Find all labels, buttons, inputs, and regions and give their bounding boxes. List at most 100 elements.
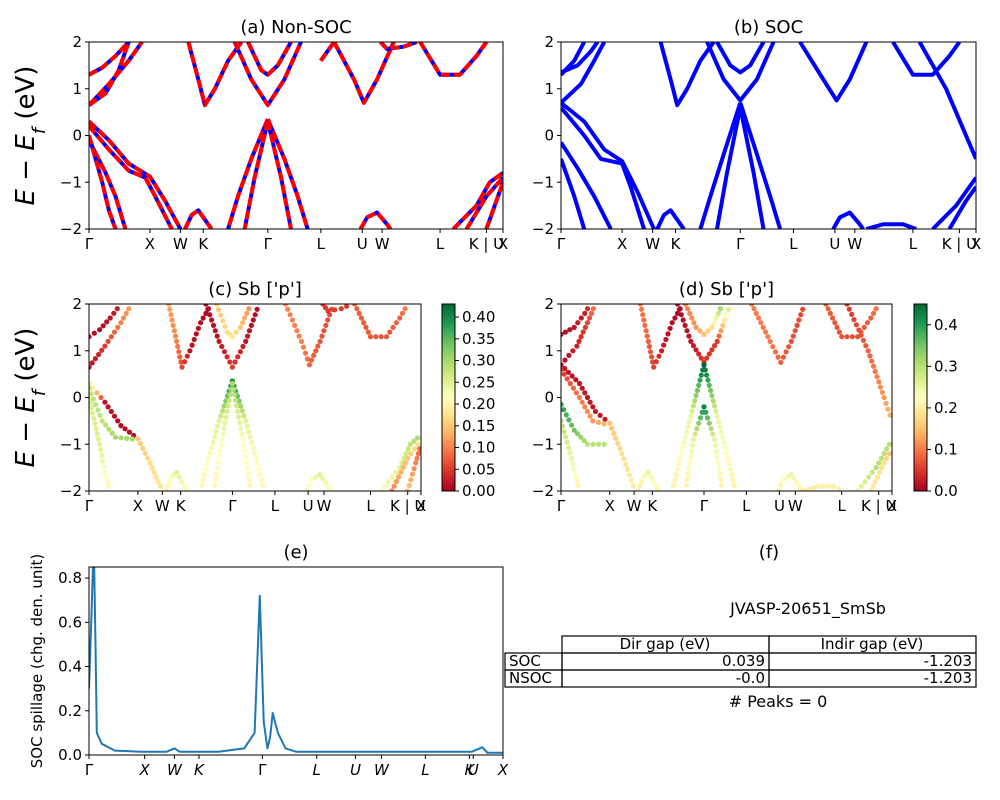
weighted-point-c [89,394,92,401]
band-line-a [226,118,270,229]
weighted-point-c [89,400,93,406]
band-line-a [319,42,336,62]
weighted-point-c [115,324,121,330]
plot-area-a [89,42,503,229]
weighted-point-d [601,441,607,447]
weighted-point-d [832,320,838,326]
weighted-point-d [825,483,832,489]
weighted-point-c [317,338,323,344]
weighted-point-c [212,328,218,334]
weighted-point-d [715,459,721,465]
weighted-point-d [676,306,683,312]
y-axis-label-c: E − Ef (eV) [11,328,50,468]
x-tick-label-e: L [421,761,429,779]
weighted-point-d [864,320,871,326]
weighted-point-d [596,441,602,447]
weighted-point-c [354,306,360,312]
weighted-point-c [187,348,193,354]
y-tick-label-c: 2 [72,295,82,313]
weighted-point-d [876,460,882,466]
weighted-point-d [562,434,569,440]
y-axis-label-a: E − Ef (eV) [11,66,50,206]
band-line-b [698,102,743,229]
weighted-point-c [313,474,319,480]
y-tick-label-d: 2 [544,295,554,313]
weighted-point-c [153,474,159,480]
weighted-point-d [718,328,724,334]
weighted-point-d [564,376,570,382]
weighted-point-d [876,379,882,385]
axes-frame-a [88,41,504,230]
weighted-point-c [246,429,252,435]
weighted-point-c [163,488,169,491]
x-tick-label-b: K [671,235,682,253]
plot-area-b [561,42,976,229]
weighted-point-c [103,474,109,480]
weighted-point-c [319,333,325,339]
weighted-point-c [225,403,231,409]
weighted-point-c [405,455,411,461]
weighted-point-c [98,447,104,453]
weighted-point-c [390,324,396,330]
weighted-point-c [174,469,180,475]
weighted-point-d [689,448,695,454]
weighted-point-c [98,394,104,401]
band-line-b [891,42,962,77]
weighted-point-c [407,441,413,447]
x-tick-label-c: Γ [228,497,237,515]
weighted-point-d [566,445,572,451]
weighted-point-c [91,330,97,336]
weighted-point-d [870,310,877,316]
band-line-b [561,141,613,229]
weighted-point-c [175,343,181,350]
band-line-a [246,42,293,77]
weighted-point-c [169,317,175,323]
weighted-point-d [712,403,718,409]
y-axis-label-part: − [11,151,41,189]
weighted-point-c [229,364,235,370]
weighted-point-c [220,318,226,324]
weighted-point-d [697,328,703,334]
weighted-point-d [878,455,885,461]
weighted-point-c [415,451,421,457]
weighted-point-d [713,408,719,414]
weighted-point-c [323,322,329,328]
weighted-point-c [229,380,235,387]
weighted-point-c [250,317,256,323]
weighted-point-c [338,306,344,312]
weighted-point-c [239,408,245,414]
weighted-point-d [693,347,699,353]
weighted-point-d [689,315,695,321]
weighted-point-c [97,441,103,447]
weighted-point-c [237,324,243,330]
y-tick-label-a: 0 [72,127,82,145]
weighted-point-c [246,328,253,334]
weighted-point-c [296,333,302,339]
x-tick-label-a: L [436,235,445,253]
weighted-point-d [566,352,572,358]
weighted-point-d [584,320,591,326]
colorbar-tick-label-c: 0.35 [462,330,495,348]
x-tick-label-a: W [375,235,390,253]
weighted-point-c [94,390,100,396]
weighted-point-d [717,306,724,312]
weighted-point-d [683,482,689,488]
band-line-b [561,158,587,229]
weighted-point-c [222,420,228,426]
x-tick-label-e: U [350,761,361,779]
weighted-point-d [881,451,887,457]
weighted-point-c [179,479,185,485]
weighted-point-d [868,488,874,491]
weighted-point-d [844,334,850,340]
weighted-point-d [836,329,843,335]
x-tick-label-b: K | U [942,235,977,253]
weighted-point-d [877,469,883,475]
weighted-point-c [102,399,108,405]
weighted-point-c [247,482,253,488]
weighted-point-c [118,320,124,326]
weighted-point-d [579,399,585,405]
weighted-point-d [688,413,694,419]
weighted-point-c [140,445,146,451]
weighted-point-c [241,442,247,448]
weighted-point-d [630,483,636,489]
